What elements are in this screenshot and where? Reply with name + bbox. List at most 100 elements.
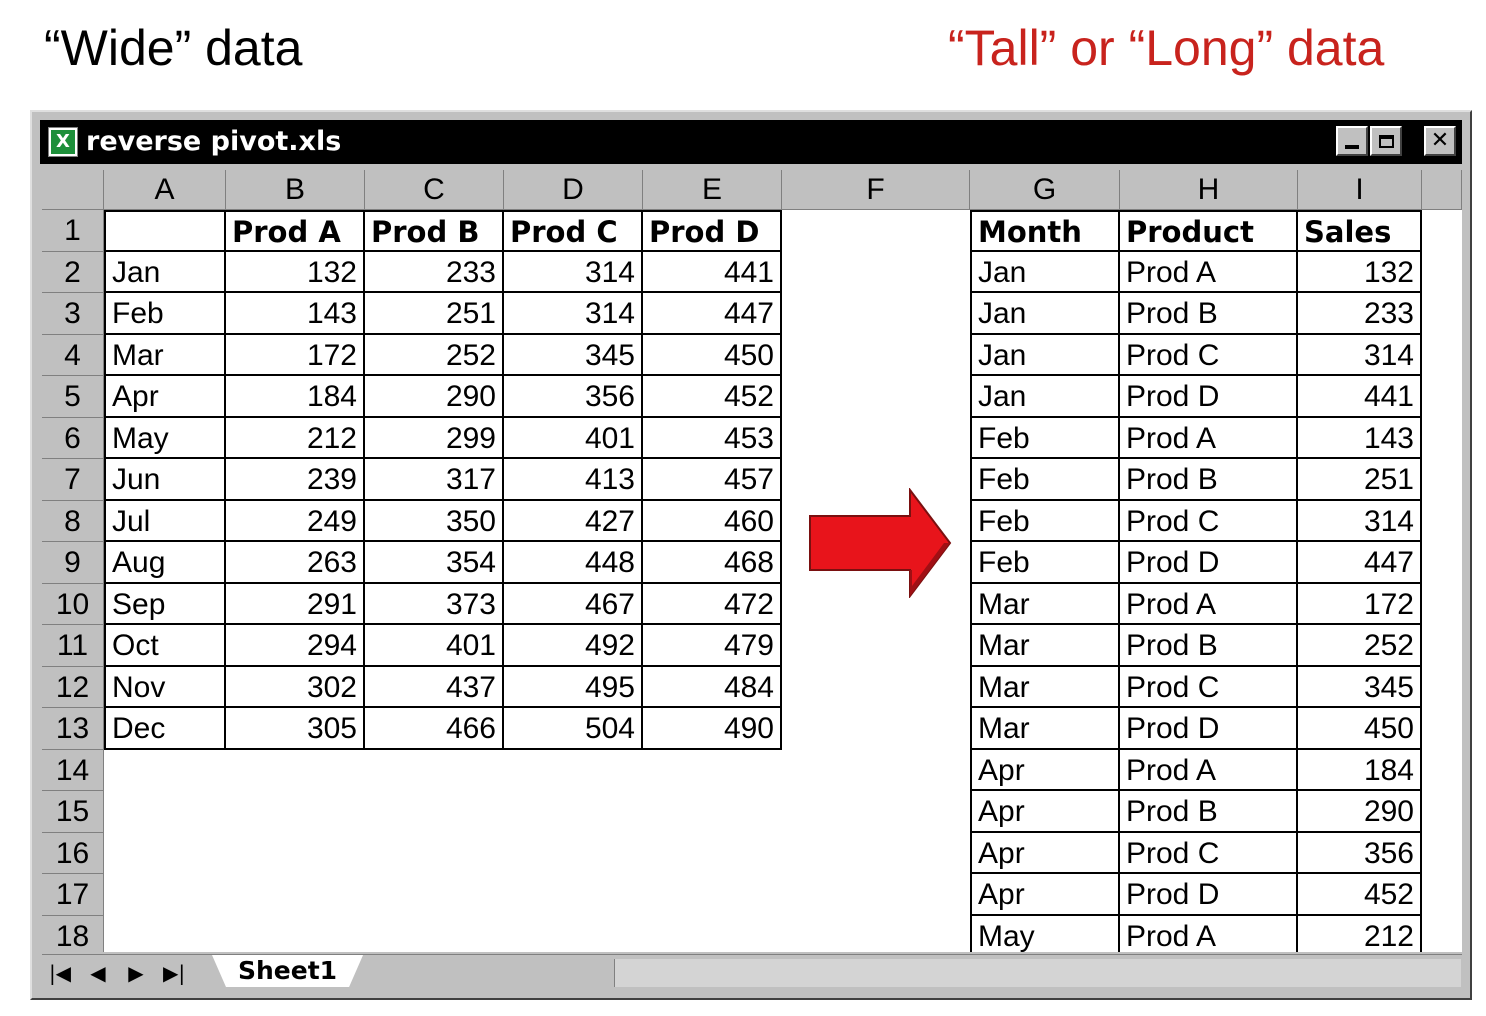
column-header-a[interactable]: A — [104, 170, 226, 210]
long-table-cell[interactable]: 345 — [1298, 666, 1422, 708]
wide-table-cell[interactable]: 299 — [365, 417, 504, 459]
long-table-cell[interactable]: Prod A — [1120, 417, 1298, 459]
wide-table-cell[interactable]: 504 — [504, 708, 643, 750]
long-table-cell[interactable]: 132 — [1298, 251, 1422, 293]
last-sheet-icon[interactable]: ▶| — [162, 961, 186, 985]
wide-table-cell[interactable]: May — [104, 417, 226, 459]
long-table-cell[interactable]: 450 — [1298, 708, 1422, 750]
long-table-cell[interactable]: Jan — [970, 376, 1120, 418]
row-header-14[interactable]: 14 — [42, 749, 104, 791]
long-table-cell[interactable]: 356 — [1298, 832, 1422, 874]
wide-header-cell[interactable]: Prod B — [365, 210, 504, 252]
row-header-13[interactable]: 13 — [42, 708, 104, 750]
long-table-cell[interactable]: 143 — [1298, 417, 1422, 459]
long-table-cell[interactable]: Feb — [970, 542, 1120, 584]
wide-table-cell[interactable]: 441 — [643, 251, 782, 293]
long-table-cell[interactable]: Mar — [970, 625, 1120, 667]
long-table-cell[interactable]: Feb — [970, 459, 1120, 501]
wide-table-cell[interactable]: 492 — [504, 625, 643, 667]
wide-table-cell[interactable]: 447 — [643, 293, 782, 335]
wide-table-cell[interactable]: Oct — [104, 625, 226, 667]
wide-table-cell[interactable]: 490 — [643, 708, 782, 750]
row-header-10[interactable]: 10 — [42, 583, 104, 625]
wide-table-cell[interactable]: 350 — [365, 500, 504, 542]
wide-table-cell[interactable]: 172 — [226, 334, 365, 376]
row-header-6[interactable]: 6 — [42, 417, 104, 459]
long-table-cell[interactable]: May — [970, 915, 1120, 952]
long-table-cell[interactable]: 447 — [1298, 542, 1422, 584]
long-table-cell[interactable]: Jan — [970, 293, 1120, 335]
wide-table-cell[interactable]: 452 — [643, 376, 782, 418]
long-table-cell[interactable]: Mar — [970, 583, 1120, 625]
wide-table-cell[interactable]: Jul — [104, 500, 226, 542]
column-header-g[interactable]: G — [970, 170, 1120, 210]
long-table-cell[interactable]: 233 — [1298, 293, 1422, 335]
wide-table-cell[interactable]: 373 — [365, 583, 504, 625]
wide-table-cell[interactable]: 294 — [226, 625, 365, 667]
row-header-3[interactable]: 3 — [42, 293, 104, 335]
long-table-cell[interactable]: Jan — [970, 251, 1120, 293]
wide-table-cell[interactable]: 302 — [226, 666, 365, 708]
wide-table-cell[interactable]: 466 — [365, 708, 504, 750]
long-table-cell[interactable]: Apr — [970, 832, 1120, 874]
wide-table-cell[interactable]: 457 — [643, 459, 782, 501]
title-bar[interactable]: X reverse pivot.xls ✕ — [40, 120, 1462, 164]
wide-table-cell[interactable]: 132 — [226, 251, 365, 293]
long-table-cell[interactable]: Mar — [970, 666, 1120, 708]
long-table-cell[interactable]: Prod D — [1120, 376, 1298, 418]
wide-table-cell[interactable]: 460 — [643, 500, 782, 542]
wide-table-cell[interactable]: Mar — [104, 334, 226, 376]
maximize-button[interactable] — [1370, 126, 1402, 156]
long-table-cell[interactable]: Prod B — [1120, 791, 1298, 833]
wide-table-cell[interactable]: 233 — [365, 251, 504, 293]
long-table-cell[interactable]: Mar — [970, 708, 1120, 750]
row-header-7[interactable]: 7 — [42, 459, 104, 501]
long-table-cell[interactable]: Feb — [970, 500, 1120, 542]
long-table-cell[interactable]: Prod A — [1120, 583, 1298, 625]
row-header-17[interactable]: 17 — [42, 874, 104, 916]
long-table-cell[interactable]: 212 — [1298, 915, 1422, 952]
horizontal-scrollbar[interactable] — [614, 959, 1461, 987]
row-header-16[interactable]: 16 — [42, 832, 104, 874]
wide-table-cell[interactable]: 184 — [226, 376, 365, 418]
wide-header-cell[interactable] — [104, 210, 226, 252]
wide-table-cell[interactable]: 413 — [504, 459, 643, 501]
wide-table-cell[interactable]: Jun — [104, 459, 226, 501]
wide-table-cell[interactable]: 356 — [504, 376, 643, 418]
wide-table-cell[interactable]: 143 — [226, 293, 365, 335]
long-table-cell[interactable]: Prod D — [1120, 542, 1298, 584]
wide-table-cell[interactable]: Jan — [104, 251, 226, 293]
wide-table-cell[interactable]: 239 — [226, 459, 365, 501]
wide-table-cell[interactable]: 479 — [643, 625, 782, 667]
long-table-cell[interactable]: 184 — [1298, 749, 1422, 791]
wide-table-cell[interactable]: 249 — [226, 500, 365, 542]
long-table-cell[interactable]: 314 — [1298, 500, 1422, 542]
select-all-corner[interactable] — [42, 170, 104, 210]
column-header-f[interactable]: F — [782, 170, 970, 210]
wide-table-cell[interactable]: 291 — [226, 583, 365, 625]
wide-table-cell[interactable]: 468 — [643, 542, 782, 584]
long-table-cell[interactable]: Prod C — [1120, 666, 1298, 708]
long-table-cell[interactable]: Prod C — [1120, 832, 1298, 874]
wide-header-cell[interactable]: Prod A — [226, 210, 365, 252]
long-header-cell[interactable]: Month — [970, 210, 1120, 252]
row-header-18[interactable]: 18 — [42, 915, 104, 952]
long-table-cell[interactable]: Prod A — [1120, 251, 1298, 293]
wide-table-cell[interactable]: 484 — [643, 666, 782, 708]
long-table-cell[interactable]: 314 — [1298, 334, 1422, 376]
wide-table-cell[interactable]: Dec — [104, 708, 226, 750]
row-header-1[interactable]: 1 — [42, 210, 104, 252]
long-table-cell[interactable]: 441 — [1298, 376, 1422, 418]
wide-table-cell[interactable]: 290 — [365, 376, 504, 418]
row-header-11[interactable]: 11 — [42, 625, 104, 667]
next-sheet-icon[interactable]: ▶ — [128, 961, 144, 985]
wide-table-cell[interactable]: Nov — [104, 666, 226, 708]
wide-table-cell[interactable]: 427 — [504, 500, 643, 542]
wide-table-cell[interactable]: 317 — [365, 459, 504, 501]
wide-table-cell[interactable]: 448 — [504, 542, 643, 584]
long-table-cell[interactable]: 452 — [1298, 874, 1422, 916]
long-table-cell[interactable]: Apr — [970, 874, 1120, 916]
wide-table-cell[interactable]: 212 — [226, 417, 365, 459]
wide-table-cell[interactable]: 345 — [504, 334, 643, 376]
